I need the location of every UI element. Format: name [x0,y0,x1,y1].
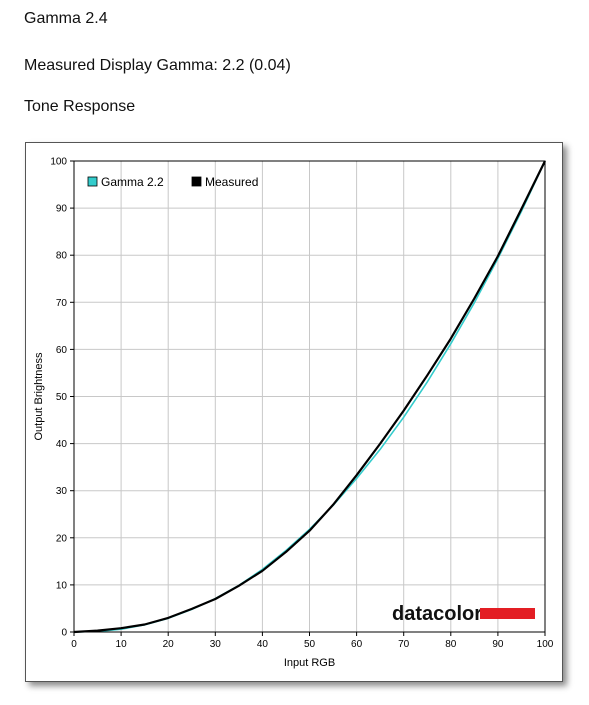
series-line-measured [73,160,546,634]
y-tick-label: 80 [56,251,68,262]
y-tick-label: 20 [56,533,68,544]
y-tick-label: 40 [56,439,68,450]
x-tick-label: 80 [445,639,457,650]
y-tick-label: 30 [56,486,68,497]
x-tick-label: 60 [351,639,363,650]
x-tick-label: 90 [492,639,504,650]
y-tick-label: 10 [56,580,68,591]
tone-response-chart: 0 10 20 30 40 50 60 70 80 90 100 0 10 20 30 40 50 60 70 80 9… [25,142,563,682]
x-tick-label: 40 [257,639,269,650]
x-tick-label: 70 [398,639,410,650]
datacolor-logo: datacolor [392,603,535,625]
y-tick-label: 50 [56,392,68,403]
legend: Gamma 2.2 Measured [87,175,258,189]
logo-text: datacolor [392,603,482,625]
y-tick-label: 60 [56,345,68,356]
legend-swatch-gamma-2-2 [87,176,98,187]
tick-labels: 0 10 20 30 40 50 60 70 80 90 100 0 10 20 30 40 50 60 70 80 9… [50,157,553,651]
x-tick-label: 20 [163,639,175,650]
x-tick-label: 10 [116,639,128,650]
logo-bar [480,608,535,619]
y-tick-label: 90 [56,204,68,215]
x-tick-label: 50 [304,639,316,650]
x-tick-label: 0 [71,639,77,650]
x-axis-title: Input RGB [284,657,335,669]
chart-svg: 0 10 20 30 40 50 60 70 80 90 100 0 10 20 30 40 50 60 70 80 9… [33,157,554,670]
y-axis-title: Output Brightness [33,352,45,441]
y-tick-label: 0 [61,628,67,639]
section-title: Tone Response [24,98,136,115]
x-tick-label: 30 [210,639,222,650]
page-title: Gamma 2.4 [24,10,108,27]
legend-swatch-measured [191,176,202,187]
legend-label-measured: Measured [205,175,258,189]
grid-lines [73,160,546,633]
measured-gamma-text: Measured Display Gamma: 2.2 (0.04) [24,57,291,74]
x-tick-label: 100 [537,639,554,650]
plot-border [73,160,546,633]
series-lines [73,160,546,634]
y-tick-label: 70 [56,298,68,309]
y-tick-label: 100 [50,157,67,168]
legend-label-gamma-2-2: Gamma 2.2 [101,175,164,189]
